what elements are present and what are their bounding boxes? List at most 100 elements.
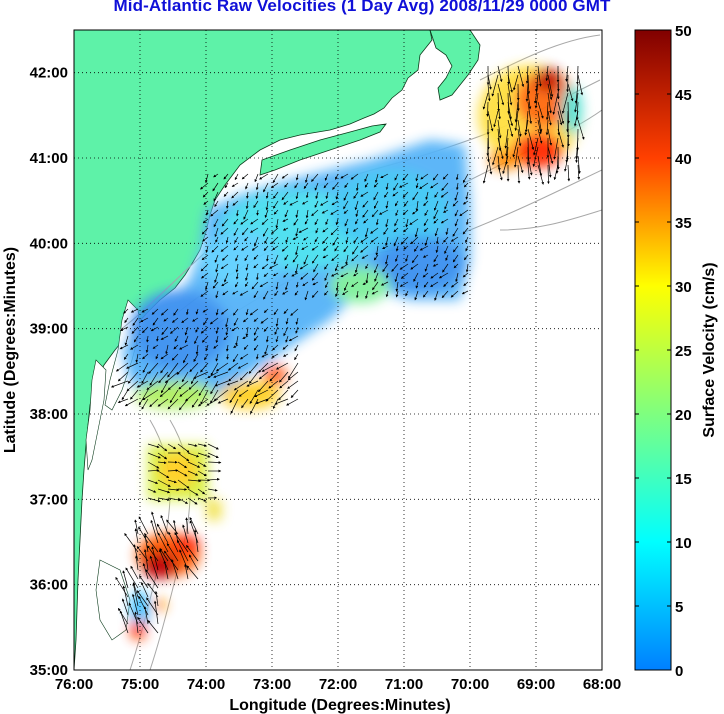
velocity-arrow (303, 182, 309, 189)
velocity-arrow (253, 326, 259, 336)
velocity-arrow (160, 514, 169, 535)
velocity-arrow (250, 398, 259, 415)
velocity-arrow (343, 200, 349, 210)
velocity-arrow (285, 281, 289, 291)
velocity-arrow (232, 200, 239, 206)
lat-tick-label: 42:00 (30, 65, 68, 82)
velocity-arrow (284, 254, 289, 261)
velocity-arrow (253, 335, 259, 342)
velocity-arrow (324, 263, 329, 270)
velocity-arrow (200, 389, 209, 405)
velocity-arrow (282, 353, 289, 357)
velocity-arrow (573, 110, 579, 127)
velocity-arrow (142, 362, 149, 373)
velocity-arrow (441, 182, 449, 191)
velocity-arrow (207, 477, 220, 481)
velocity-arrow (226, 353, 229, 360)
velocity-arrow (157, 479, 171, 487)
velocity-arrow (391, 263, 399, 272)
velocity-arrow (130, 565, 139, 580)
velocity-arrow (215, 290, 219, 299)
velocity-arrow (264, 236, 269, 244)
velocity-arrow (273, 200, 279, 209)
lon-tick-label: 71:00 (385, 676, 423, 693)
velocity-arrow (253, 290, 259, 299)
velocity-arrow (147, 443, 160, 449)
velocity-arrow (433, 218, 439, 224)
velocity-arrow (171, 559, 179, 580)
velocity-arrow (340, 263, 349, 269)
velocity-arrow (271, 227, 279, 235)
velocity-arrow (117, 398, 129, 404)
velocity-arrow (244, 254, 249, 262)
velocity-arrow (119, 326, 129, 331)
velocity-arrow (459, 209, 469, 217)
velocity-arrow (258, 371, 269, 380)
velocity-arrow (215, 353, 219, 362)
velocity-arrow (233, 317, 239, 326)
velocity-arrow (394, 272, 399, 283)
velocity-arrow (231, 191, 239, 199)
velocity-arrow (380, 281, 389, 286)
velocity-arrow (245, 281, 249, 287)
velocity-arrow (311, 272, 319, 281)
velocity-arrow (152, 317, 159, 326)
velocity-arrow (214, 272, 219, 283)
velocity-arrow (167, 380, 179, 391)
velocity-arrow (222, 290, 229, 296)
velocity-arrow (371, 209, 379, 218)
velocity-arrow (419, 245, 429, 251)
velocity-arrow (365, 290, 369, 299)
lat-tick-label: 39:00 (30, 321, 68, 338)
velocity-arrow (124, 317, 129, 324)
velocity-arrow (373, 263, 379, 274)
velocity-arrow (517, 119, 522, 137)
velocity-arrow (258, 380, 269, 393)
velocity-arrow (462, 173, 469, 184)
velocity-arrow (168, 531, 179, 553)
velocity-arrow (517, 164, 521, 184)
velocity-arrow (547, 146, 554, 164)
velocity-arrow (442, 173, 449, 180)
velocity-arrow (364, 173, 369, 182)
velocity-arrow (532, 146, 539, 167)
velocity-arrow (283, 200, 289, 205)
velocity-arrow (115, 362, 129, 372)
velocity-arrow (335, 218, 339, 226)
velocity-arrow (575, 137, 579, 160)
velocity-arrow (159, 549, 169, 571)
velocity-arrow (374, 272, 379, 282)
velocity-arrow (537, 65, 542, 87)
velocity-arrow (314, 182, 319, 191)
velocity-arrow (394, 200, 399, 207)
velocity-arrow (177, 452, 190, 462)
velocity-arrow (315, 227, 319, 234)
velocity-arrow (462, 200, 469, 205)
velocity-arrow (430, 281, 439, 287)
velocity-arrow (385, 236, 389, 247)
velocity-arrow (517, 128, 522, 147)
velocity-arrow (123, 308, 129, 314)
velocity-arrow (223, 335, 229, 341)
colorbar (634, 29, 672, 671)
velocity-arrow (121, 389, 129, 401)
velocity-arrow (433, 209, 439, 220)
velocity-arrow (399, 182, 409, 188)
velocity-arrow (300, 272, 309, 280)
velocity-arrow (146, 335, 149, 343)
velocity-arrow (311, 173, 319, 182)
velocity-arrow (440, 191, 449, 198)
velocity-arrow (513, 74, 519, 91)
velocity-arrow (176, 362, 189, 375)
velocity-arrow (270, 182, 279, 189)
velocity-arrow (527, 164, 531, 180)
velocity-arrow (420, 173, 429, 180)
velocity-arrow (255, 353, 259, 360)
velocity-arrow (574, 92, 579, 113)
velocity-arrow (301, 245, 309, 250)
velocity-arrow (295, 317, 299, 325)
velocity-arrow (241, 398, 249, 409)
velocity-arrow (126, 380, 139, 392)
velocity-arrow (174, 335, 179, 342)
velocity-arrow (233, 308, 239, 316)
